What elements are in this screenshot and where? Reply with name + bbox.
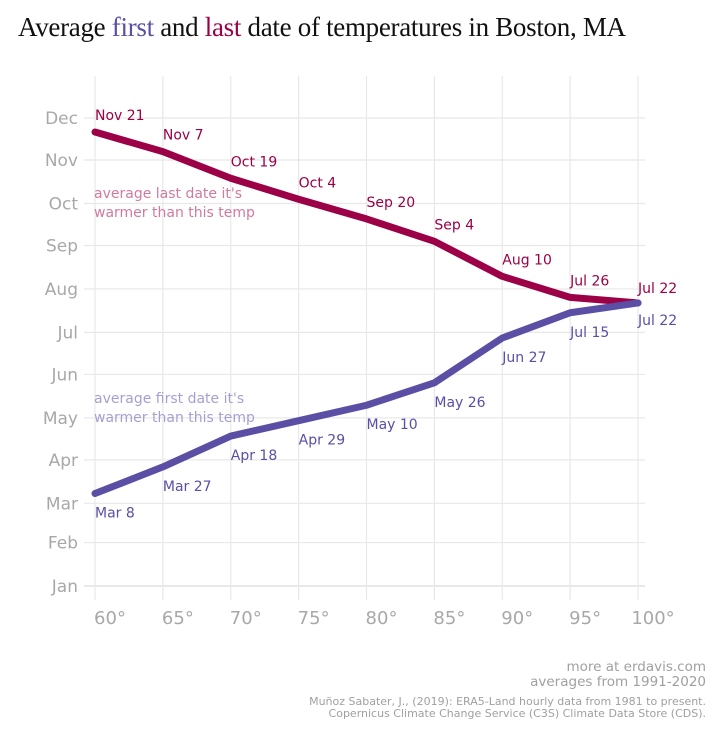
y-tick-label: Oct <box>49 194 79 214</box>
title-prefix: Average <box>18 12 112 42</box>
x-tick-label: 100° <box>631 608 674 629</box>
y-tick-label: Jun <box>50 365 78 385</box>
last-data-label: Nov 21 <box>95 108 145 124</box>
footer-source-line-1: Muñoz Sabater, J., (2019): ERA5-Land hou… <box>309 695 706 708</box>
first-data-label: Jul 15 <box>569 325 609 341</box>
last-data-label: Oct 4 <box>299 175 337 191</box>
y-tick-label: Aug <box>45 280 78 300</box>
last-data-label: Aug 10 <box>502 252 552 268</box>
first-data-label: May 26 <box>434 395 485 411</box>
x-tick-label: 60° <box>94 608 126 629</box>
x-tick-label: 80° <box>366 608 398 629</box>
first-data-label: Apr 29 <box>299 433 345 449</box>
footer-averages: averages from 1991-2020 <box>530 674 706 690</box>
last-data-label: Sep 4 <box>434 217 474 233</box>
first-data-label: Mar 27 <box>163 479 212 495</box>
x-tick-label: 70° <box>230 608 262 629</box>
x-tick-label: 90° <box>501 608 533 629</box>
y-tick-label: Nov <box>45 151 78 171</box>
y-tick-label: Sep <box>46 237 78 257</box>
y-tick-label: May <box>43 409 78 429</box>
first-data-label: Jun 27 <box>501 350 546 366</box>
first-data-label: Apr 18 <box>231 448 277 464</box>
first-data-label: May 10 <box>367 417 418 433</box>
x-tick-label: 65° <box>162 608 194 629</box>
first-annotation: average first date it's <box>94 391 244 407</box>
y-tick-label: Mar <box>46 494 78 514</box>
y-tick-label: Jan <box>51 577 78 597</box>
title-middle: and <box>153 12 205 42</box>
footer-source-line-2: Copernicus Climate Change Service (C3S) … <box>328 707 706 720</box>
x-tick-label: 75° <box>298 608 330 629</box>
first-data-label: Mar 8 <box>95 506 135 522</box>
footer-source: Muñoz Sabater, J., (2019): ERA5-Land hou… <box>309 696 706 720</box>
line-chart: Jan Feb Mar Apr May Jun Jul Aug Sep Oct Nov Dec 60° 6… <box>43 76 677 629</box>
footer-credits: more at erdavis.com averages from 1991-2… <box>530 660 706 690</box>
title-last-word: last <box>204 12 242 42</box>
last-data-label: Jul 26 <box>569 273 609 289</box>
first-annotation: warmer than this temp <box>94 410 255 426</box>
title-first-word: first <box>111 12 154 42</box>
first-data-label: Jul 22 <box>637 313 677 329</box>
x-tick-label: 85° <box>433 608 465 629</box>
y-tick-label: Feb <box>48 534 78 554</box>
y-tick-label: Jul <box>56 323 78 343</box>
title-suffix: date of temperatures in Boston, MA <box>241 12 627 42</box>
last-data-label: Jul 22 <box>637 281 677 297</box>
last-data-label: Oct 19 <box>231 154 277 170</box>
last-annotation: warmer than this temp <box>94 205 255 221</box>
last-data-label: Sep 20 <box>367 195 416 211</box>
last-annotation: average last date it's <box>94 186 242 202</box>
chart-title: Average first and last date of temperatu… <box>18 12 626 43</box>
y-tick-label: Dec <box>45 109 78 129</box>
last-data-label: Nov 7 <box>163 128 204 144</box>
x-tick-label: 95° <box>569 608 601 629</box>
y-tick-label: Apr <box>49 451 78 471</box>
footer-website: more at erdavis.com <box>566 659 706 675</box>
